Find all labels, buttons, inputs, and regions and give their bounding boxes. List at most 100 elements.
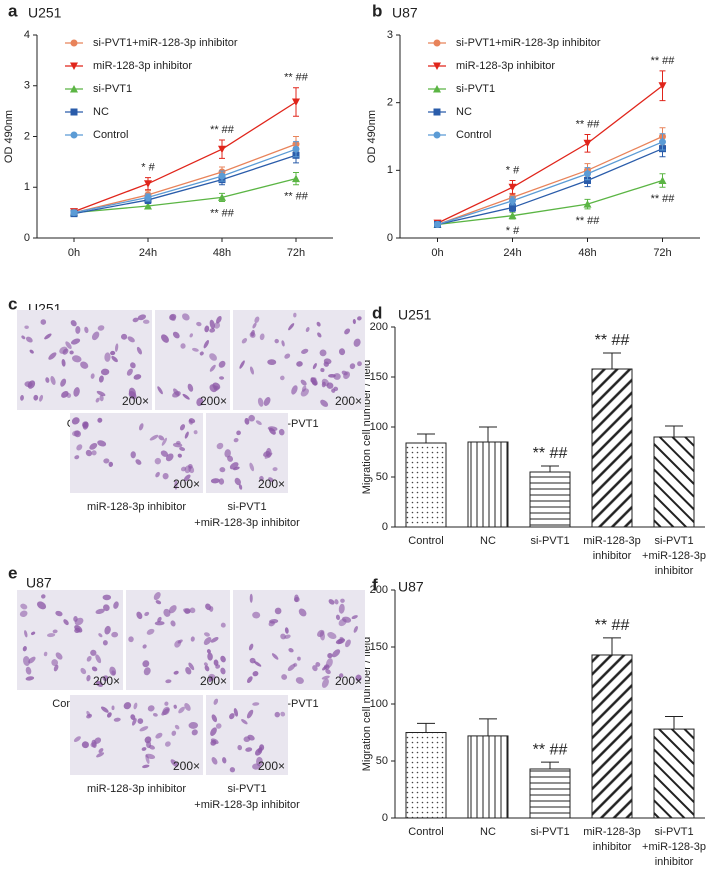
cell (170, 620, 176, 627)
cell (146, 740, 152, 749)
cell (205, 603, 212, 611)
cell (60, 378, 67, 387)
micrograph: 200× (233, 310, 365, 410)
scale-label: 200× (258, 759, 285, 773)
cell (215, 723, 222, 729)
cell (169, 313, 177, 321)
cell (131, 718, 137, 726)
annotation: ** ## (651, 193, 676, 205)
cell (142, 660, 150, 668)
cell (216, 316, 222, 324)
cell (280, 711, 286, 717)
x-tick-label: +miR-128-3p (642, 550, 706, 562)
marker (218, 193, 226, 201)
cell (90, 373, 95, 379)
cell (51, 659, 59, 667)
cell (111, 631, 119, 638)
x-tick-label: inhibitor (593, 841, 632, 853)
cell (316, 321, 321, 327)
cell (25, 666, 32, 675)
marker (433, 85, 441, 93)
cell (249, 462, 255, 472)
cell (155, 732, 163, 739)
cell (110, 350, 116, 356)
cell (190, 636, 195, 642)
cell (338, 603, 345, 614)
marker (658, 176, 667, 184)
cell (355, 674, 362, 682)
line (437, 135, 663, 226)
cell (139, 726, 149, 732)
series (434, 127, 666, 228)
cell (70, 338, 81, 345)
x-tick-label: inhibitor (593, 550, 632, 562)
cell (248, 414, 255, 422)
marker (508, 183, 517, 192)
x-tick-label: si-PVT1 (654, 826, 693, 838)
cell (142, 644, 147, 649)
cell (147, 705, 155, 712)
cell (321, 378, 329, 387)
cell (293, 596, 300, 603)
cell (321, 678, 329, 688)
marker (292, 145, 300, 153)
micrograph: 200× (206, 413, 288, 493)
cell (184, 431, 189, 439)
legend-label: si-PVT1+miR-128-3p inhibitor (93, 37, 238, 49)
cell (63, 619, 69, 626)
cell (143, 667, 151, 676)
marker (70, 108, 78, 116)
cell (128, 636, 134, 643)
micrograph: 200× (17, 310, 152, 410)
cell (43, 651, 48, 657)
cell (128, 387, 136, 398)
cell (319, 349, 327, 357)
cell (334, 599, 339, 605)
cell (255, 420, 262, 426)
cell (130, 451, 136, 459)
cell (220, 655, 226, 663)
legend-label: miR-128-3p inhibitor (93, 60, 192, 72)
cell (91, 331, 100, 341)
marker (433, 108, 441, 116)
marker (659, 138, 666, 146)
series: * # ** ## ** ## (433, 55, 675, 228)
scale-label: 200× (335, 394, 362, 408)
y-tick-label: 3 (24, 80, 30, 92)
cell (178, 706, 185, 714)
cell (74, 627, 81, 634)
cell (130, 714, 136, 720)
cell (338, 348, 346, 356)
cell (144, 611, 150, 617)
marker (70, 39, 78, 47)
cell (300, 388, 309, 397)
cell (73, 736, 81, 743)
cell (82, 421, 89, 429)
series (70, 141, 300, 217)
image-caption: si-PVT1 (227, 783, 266, 795)
cell (165, 679, 172, 684)
cell (52, 629, 58, 634)
cell (55, 652, 63, 660)
x-tick-label: NC (480, 826, 496, 838)
cell (25, 336, 33, 343)
cell (55, 610, 63, 617)
error-bar (603, 352, 621, 369)
cell (353, 338, 361, 347)
cell (219, 376, 225, 380)
cell (91, 666, 98, 672)
cell (164, 701, 169, 706)
cell (352, 318, 356, 325)
cell (174, 724, 180, 730)
cell (357, 316, 362, 321)
scale-label: 200× (173, 477, 200, 491)
cell (210, 738, 219, 745)
cell (99, 394, 104, 402)
cell (102, 675, 109, 682)
cell (357, 361, 362, 367)
cell (239, 360, 245, 369)
cell (174, 480, 178, 490)
cell (111, 705, 115, 711)
cell (160, 450, 169, 457)
micrograph: 200× (126, 590, 230, 690)
